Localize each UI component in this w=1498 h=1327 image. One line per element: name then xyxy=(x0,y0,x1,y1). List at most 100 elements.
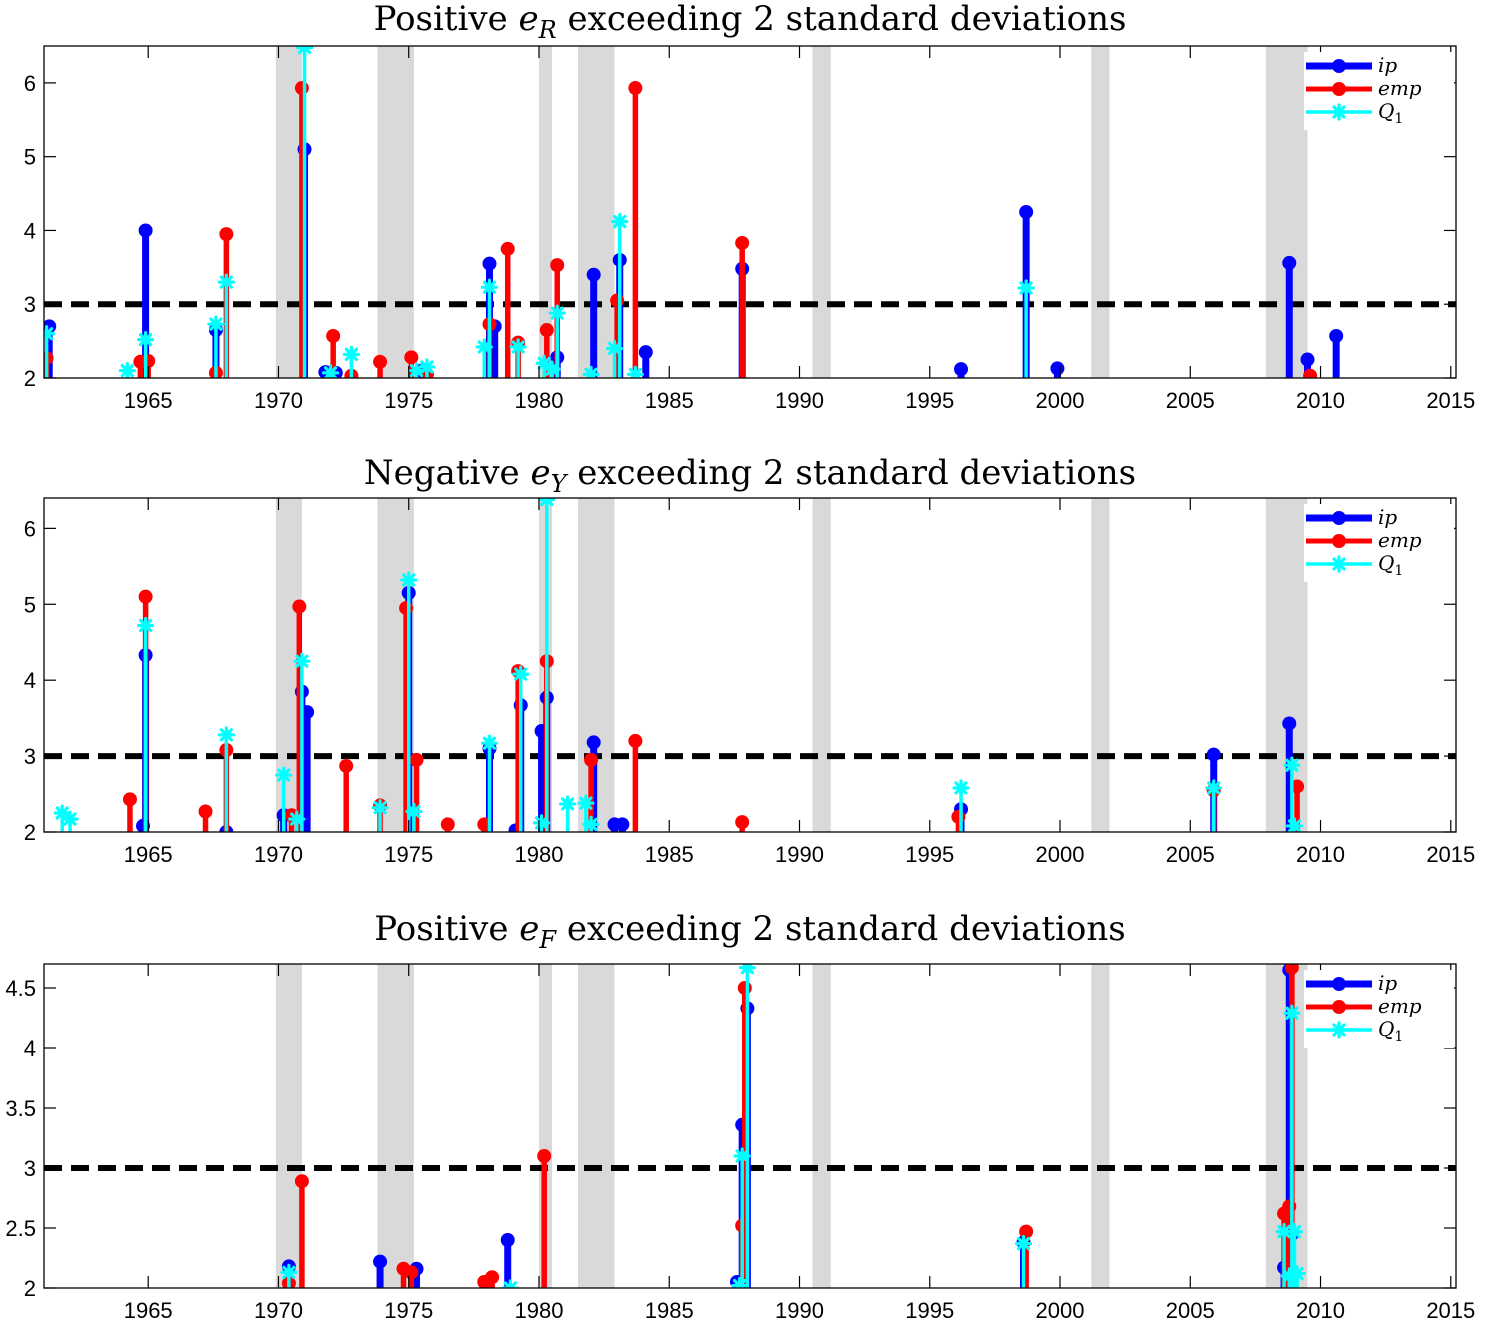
recession-band xyxy=(275,964,302,1288)
marker-emp xyxy=(399,601,414,616)
marker-ip xyxy=(1282,255,1297,270)
marker-Q1 xyxy=(1285,817,1304,832)
series-Q1 xyxy=(53,498,1304,832)
marker-Q1 xyxy=(501,1279,519,1288)
marker-Q1 xyxy=(293,652,311,670)
x-tick-label: 1980 xyxy=(515,1298,564,1323)
marker-emp xyxy=(584,752,599,767)
y-tick-label: 4.5 xyxy=(5,976,36,1001)
legend-marker-Q1 xyxy=(1330,1021,1348,1039)
y-tick-label: 6 xyxy=(24,516,36,541)
marker-Q1 xyxy=(217,726,235,744)
legend-marker-ip xyxy=(1332,511,1346,525)
x-tick-label: 2010 xyxy=(1296,1298,1345,1323)
series-emp xyxy=(122,589,1305,832)
title-variable: e xyxy=(519,0,539,39)
marker-Q1 xyxy=(137,616,155,635)
legend-marker-Q1 xyxy=(1330,103,1348,121)
legend-marker-ip xyxy=(1332,977,1346,991)
marker-emp xyxy=(404,350,419,365)
series-ip xyxy=(135,585,1297,832)
marker-Q1 xyxy=(400,571,418,589)
marker-Q1 xyxy=(1288,1264,1306,1283)
x-tick-label: 1975 xyxy=(384,1298,433,1323)
x-tick-label: 2005 xyxy=(1166,388,1215,413)
legend-label-Q1: Q1 xyxy=(1378,99,1403,127)
y-tick-label: 2 xyxy=(24,820,36,845)
marker-ip xyxy=(615,817,630,832)
marker-emp xyxy=(440,817,455,832)
marker-ip xyxy=(500,1233,515,1247)
marker-Q1 xyxy=(559,795,577,813)
x-tick-label: 1990 xyxy=(775,1298,824,1323)
marker-Q1 xyxy=(538,498,556,509)
recession-band xyxy=(275,46,302,378)
title-subscript: Y xyxy=(551,470,569,498)
axes-frame xyxy=(43,497,1457,833)
y-tick-label: 4 xyxy=(24,1036,36,1061)
marker-Q1 xyxy=(582,815,600,832)
y-tick-label: 5 xyxy=(24,145,36,170)
x-tick-label: 1965 xyxy=(124,1298,173,1323)
marker-Q1 xyxy=(405,802,423,821)
marker-Q1 xyxy=(371,799,389,817)
marker-emp xyxy=(292,599,307,614)
legend-label-Q1: Q1 xyxy=(1378,1017,1403,1045)
marker-Q1 xyxy=(730,1276,749,1288)
marker-ip xyxy=(586,735,601,750)
marker-Q1 xyxy=(626,365,644,378)
marker-Q1 xyxy=(480,734,499,752)
marker-emp xyxy=(141,354,156,369)
title-variable: e xyxy=(519,909,539,949)
marker-emp xyxy=(1284,964,1299,975)
plot-area xyxy=(44,46,1456,378)
marker-Q1 xyxy=(1017,279,1035,297)
title-subscript: R xyxy=(538,16,557,44)
legend-marker-emp xyxy=(1332,1000,1346,1014)
marker-Q1 xyxy=(480,278,499,296)
marker-ip xyxy=(138,223,153,238)
x-tick-label: 1970 xyxy=(254,388,303,413)
x-tick-label: 2010 xyxy=(1296,388,1345,413)
x-tick-label: 1980 xyxy=(515,388,564,413)
marker-emp xyxy=(122,792,137,807)
recession-band xyxy=(377,964,414,1288)
x-tick-label: 1985 xyxy=(645,388,694,413)
legend-marker-ip xyxy=(1332,59,1346,73)
marker-emp xyxy=(219,227,234,242)
marker-ip xyxy=(638,345,653,360)
marker-Q1 xyxy=(295,46,314,57)
x-tick-label: 2015 xyxy=(1426,1298,1475,1323)
marker-Q1 xyxy=(1285,1222,1304,1241)
title-prefix: Negative xyxy=(364,453,531,493)
x-tick-label: 2005 xyxy=(1166,1298,1215,1323)
marker-ip xyxy=(373,1254,388,1269)
recession-band xyxy=(812,498,831,832)
marker-Q1 xyxy=(44,325,56,343)
title-subscript: F xyxy=(538,926,557,954)
x-tick-label: 2010 xyxy=(1296,842,1345,867)
y-tick-label: 5 xyxy=(24,592,36,617)
marker-emp xyxy=(485,1270,500,1285)
marker-Q1 xyxy=(280,1263,298,1282)
x-tick-label: 1985 xyxy=(645,842,694,867)
series-ip xyxy=(44,142,1344,378)
marker-Q1 xyxy=(275,766,293,784)
marker-Q1 xyxy=(532,814,551,832)
series-emp xyxy=(44,81,1318,378)
plot-area xyxy=(44,498,1456,832)
marker-emp xyxy=(409,752,424,767)
marker-emp xyxy=(339,758,354,773)
marker-ip xyxy=(586,267,601,282)
marker-ip xyxy=(1019,205,1034,219)
marker-Q1 xyxy=(418,358,436,376)
marker-emp xyxy=(1303,368,1318,378)
chart-title: Negative eY exceeding 2 standard deviati… xyxy=(364,453,1136,498)
marker-emp xyxy=(500,241,515,256)
legend-marker-emp xyxy=(1332,82,1346,96)
marker-Q1 xyxy=(509,338,527,356)
legend-label-emp: emp xyxy=(1378,76,1422,100)
